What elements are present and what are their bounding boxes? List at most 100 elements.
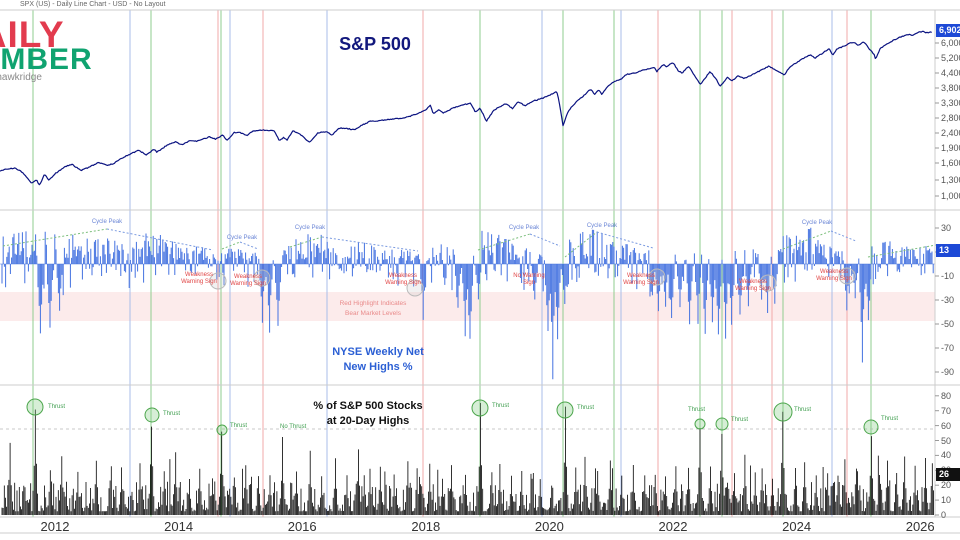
cycle-trendline: [830, 230, 857, 242]
cycle-trendline: [239, 241, 259, 250]
pct20-panel-title-line1: % of S&P 500 Stocks: [313, 400, 423, 412]
cycle-trendline: [289, 236, 323, 248]
window-title: SPX (US) - Daily Line Chart - USD - No L…: [20, 1, 166, 8]
cycle-trendline: [529, 233, 561, 247]
thrust-label: Thrust: [230, 423, 248, 429]
price-axis-label: 3,300: [941, 98, 960, 108]
cycle-peak-label: Cycle Peak: [508, 225, 540, 231]
thrust-label: Thrust: [688, 407, 706, 413]
thrust-circle: [471, 399, 489, 417]
year-label[interactable]: 2022: [658, 519, 688, 534]
pct20-axis-label: 20: [941, 480, 952, 491]
weakness-circle: [838, 267, 856, 285]
warning-label: Weakness Warning Sign: [735, 279, 771, 292]
price-axis-label: 4,400: [941, 68, 960, 78]
cycle-trendline: [782, 230, 832, 250]
nyhl-current-value[interactable]: 13: [936, 243, 960, 257]
thrust-label: No Thrust: [280, 424, 307, 430]
nyhl-bars: [1, 227, 934, 380]
weakness-circle: [406, 279, 424, 297]
pct20-axis-label: 40: [941, 450, 952, 461]
pct20-axis-label: 60: [941, 420, 952, 431]
cycle-trendline: [321, 236, 419, 252]
pct20-axis-label: 0: [941, 510, 947, 520]
cycle-peak-label: Cycle Peak: [91, 219, 123, 225]
pct20-axis-label: 70: [941, 405, 952, 416]
price-axis-label: 3,800: [941, 83, 960, 93]
logo-number: NUMBER: [0, 43, 93, 76]
warning-label: Weakness Warning Sign: [623, 273, 659, 286]
weakness-circle: [648, 268, 666, 286]
pct20-axis-label: 80: [941, 390, 952, 401]
thrust-circle: [144, 407, 160, 423]
nyhl-axis-label: 30: [941, 223, 952, 233]
pct20-axis-label: 10: [941, 495, 952, 506]
cycle-trendline: [221, 241, 241, 250]
thrust-label: Thrust: [731, 417, 749, 423]
year-label[interactable]: 2018: [411, 519, 441, 534]
nyhl-panel-title-line1: NYSE Weekly Net: [332, 346, 424, 358]
bear-market-band: [0, 292, 935, 321]
warning-label: Weakness Warning Sign: [385, 273, 421, 286]
warning-label: No Warning Sign: [513, 273, 545, 286]
pct20-bars: [1, 403, 934, 515]
warning-label: Weakness Warning Sign: [181, 272, 217, 285]
warning-label: Weakness Warning Sign: [816, 269, 852, 282]
cycle-peak-label: Cycle Peak: [586, 223, 618, 229]
logo-tagline: by hawkridge: [0, 72, 42, 83]
nyhl-axis-label: -30: [941, 295, 955, 305]
cycle-trendline: [564, 231, 598, 258]
thrust-label: Thrust: [163, 411, 181, 417]
weakness-circle: [253, 269, 271, 287]
price-current-value[interactable]: 6,902: [936, 23, 960, 37]
thrust-label: Thrust: [881, 416, 899, 422]
year-label[interactable]: 2016: [287, 519, 317, 534]
price-axis-label: 6,000: [941, 38, 960, 48]
price-axis-label: 1,000: [941, 191, 960, 201]
pct20-current-value[interactable]: 26: [936, 467, 960, 481]
price-axis-label: 1,600: [941, 158, 960, 168]
pct20-panel-title-line2: at 20-Day Highs: [326, 415, 410, 427]
nyhl-axis-label: -10: [941, 271, 955, 281]
price-axis-label: 2,400: [941, 128, 960, 138]
cycle-peak-label: Cycle Peak: [294, 225, 326, 231]
cycle-trendline: [867, 244, 937, 258]
price-line: [0, 30, 932, 186]
price-axis-label: 1,900: [941, 143, 960, 153]
thrust-circle: [216, 424, 228, 436]
year-label[interactable]: 2026: [905, 519, 935, 534]
thrust-label: Thrust: [577, 405, 595, 411]
price-axis-label: 5,200: [941, 53, 960, 63]
thrust-circle: [773, 402, 793, 422]
thrust-circle: [694, 418, 706, 430]
price-panel-title: S&P 500: [339, 34, 411, 54]
cycle-trendline: [596, 231, 654, 249]
nyhl-axis-label: -70: [941, 343, 955, 353]
year-label[interactable]: 2014: [164, 519, 194, 534]
weakness-circle: [759, 274, 777, 292]
thrust-label: Thrust: [48, 404, 66, 410]
price-axis-label: 1,300: [941, 175, 960, 185]
weakness-circle: [209, 272, 227, 290]
thrust-circle: [715, 417, 729, 431]
bear-market-band-label-line2: Bear Market Levels: [345, 310, 401, 317]
thrust-label: Thrust: [794, 407, 812, 413]
logo-daily: DAILY: [0, 14, 65, 55]
thrust-circle: [556, 401, 574, 419]
thrust-circle: [26, 398, 44, 416]
cycle-trendline: [2, 228, 108, 247]
year-label[interactable]: 2024: [782, 519, 812, 534]
bear-market-band-label-line1: Red Highlight Indicates: [339, 300, 407, 307]
pct20-axis-label: 50: [941, 435, 952, 446]
cycle-trendline: [477, 233, 531, 251]
nyhl-axis-label: -90: [941, 367, 955, 377]
year-label[interactable]: 2012: [40, 519, 70, 534]
thrust-circle: [863, 419, 879, 435]
year-label[interactable]: 2020: [534, 519, 564, 534]
thrust-label: Thrust: [492, 403, 510, 409]
price-axis-label: 2,800: [941, 113, 960, 123]
nyhl-axis-label: -50: [941, 319, 955, 329]
cycle-peak-label: Cycle Peak: [226, 235, 258, 241]
